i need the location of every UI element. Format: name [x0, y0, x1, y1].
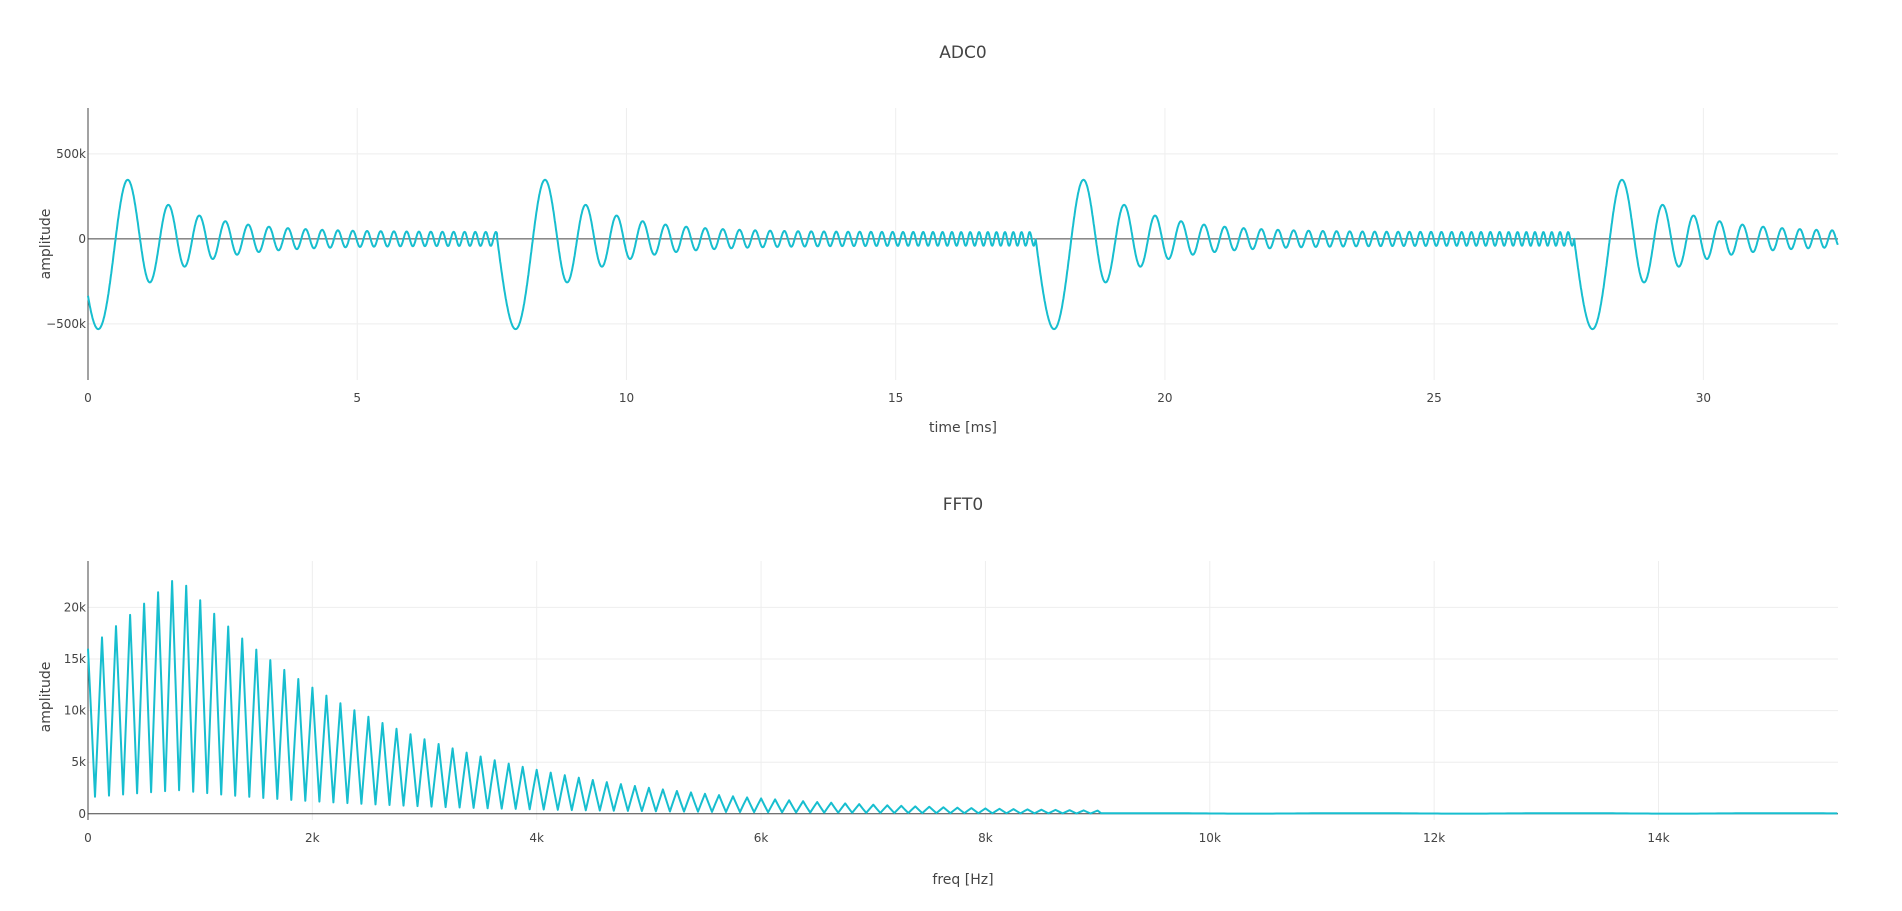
- adc-x-tick-label: 10: [619, 391, 634, 405]
- adc-x-tick-label: 0: [84, 391, 92, 405]
- fft-x-tick-label: 10k: [1199, 831, 1221, 845]
- adc-x-tick-labels: 0 5 10 15 20 25 30: [84, 391, 1711, 405]
- fft-x-tick-label: 12k: [1423, 831, 1445, 845]
- fft-y-tick-label: 15k: [64, 652, 86, 666]
- fft-y-tick-label: 10k: [64, 704, 86, 718]
- adc-y-axis-title: amplitude: [38, 209, 54, 280]
- fft-y-tick-labels: 0 5k 10k 15k 20k: [64, 600, 86, 820]
- fft-grid: [87, 561, 1838, 820]
- fft-x-axis-title: freq [Hz]: [932, 872, 993, 888]
- adc-x-axis-title: time [ms]: [929, 420, 997, 436]
- fft-x-tick-label: 14k: [1647, 831, 1669, 845]
- fft-y-axis-title: amplitude: [38, 662, 54, 733]
- fft-series-line: [87, 580, 1838, 815]
- adc-chart-title: ADC0: [939, 43, 986, 63]
- fft-y-tick-label: 5k: [71, 755, 86, 769]
- fft-x-tick-label: 4k: [529, 831, 544, 845]
- adc-y-tick-labels: −500k 0 500k: [46, 147, 86, 331]
- fft-x-tick-label: 8k: [978, 831, 993, 845]
- fft-y-tick-label: 0: [78, 807, 86, 821]
- fft-x-tick-label: 0: [84, 831, 92, 845]
- fft-chart: FFT0 0 2k 4k 6k 8k 10k 12k 14k 0 5k 10k 15k 20k fre…: [38, 495, 1838, 888]
- fft-x-tick-labels: 0 2k 4k 6k 8k 10k 12k 14k: [84, 831, 1669, 845]
- adc-y-tick-label: 500k: [56, 147, 86, 161]
- adc-x-tick-label: 30: [1696, 391, 1711, 405]
- adc-x-tick-label: 20: [1157, 391, 1172, 405]
- adc-chart: ADC0 0 5 10 15 20 25 30 −500k 0 500k time [ms] a…: [38, 43, 1839, 436]
- adc-x-tick-label: 15: [888, 391, 903, 405]
- adc-y-tick-label: −500k: [46, 317, 86, 331]
- adc-x-tick-label: 5: [353, 391, 361, 405]
- adc-y-tick-label: 0: [78, 232, 86, 246]
- adc-x-tick-label: 25: [1427, 391, 1442, 405]
- fft-x-tick-label: 2k: [305, 831, 320, 845]
- fft-chart-title: FFT0: [943, 495, 983, 515]
- fft-y-tick-label: 20k: [64, 600, 86, 614]
- fft-x-tick-label: 6k: [754, 831, 769, 845]
- adc-series-line: [87, 178, 1839, 331]
